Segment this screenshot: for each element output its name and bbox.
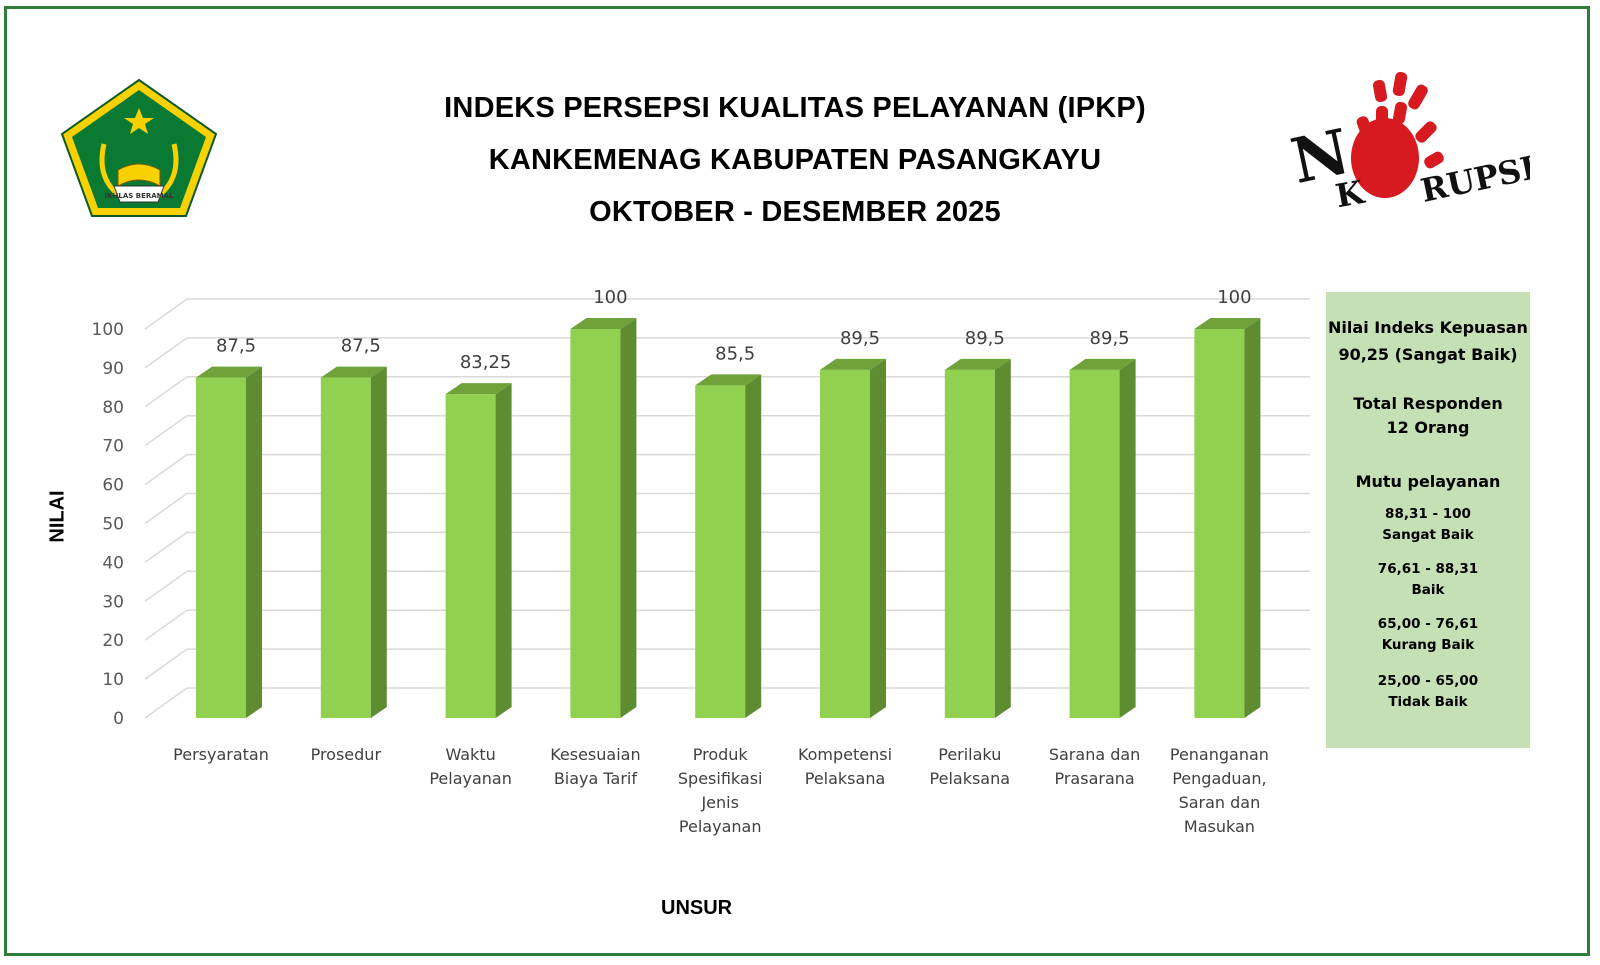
range-1-label: Sangat Baik — [1382, 527, 1474, 543]
chart-title: INDEKS PERSEPSI KUALITAS PELAYANAN (IPKP… — [280, 82, 1310, 238]
bar-top-7 — [1069, 358, 1136, 370]
bar-chart: 0 10 20 30 40 50 60 70 80 90 100 87,5 Persyaratan 87,… — [92, 287, 1310, 836]
x-tick-label-8: Penanganan Pengaduan, Saran dan Masukan — [1170, 745, 1269, 836]
grid-diagonal-7 — [144, 415, 188, 447]
bar-top-6 — [944, 358, 1011, 370]
x-tick-label-6: Perilaku Pelaksana — [930, 745, 1011, 788]
range-2-value: 76,61 - 88,31 — [1377, 561, 1479, 577]
y-tick-label: 0 — [113, 709, 124, 729]
y-tick-label: 100 — [92, 320, 124, 340]
grid-diagonal-5 — [144, 492, 188, 525]
range-3-label: Kurang Baik — [1381, 637, 1475, 653]
bar-top-0 — [196, 366, 262, 378]
bar-top-4 — [695, 374, 762, 386]
bar-top-8 — [1194, 318, 1261, 329]
x-tick-label-7: Sarana dan Prasarana — [1049, 745, 1140, 788]
data-label-6: 89,5 — [965, 328, 1005, 349]
emblem-ribbon-text: IKHLAS BERAMAL — [104, 192, 174, 200]
bar-3 — [570, 329, 621, 718]
y-tick-label: 40 — [102, 553, 124, 573]
bar-2 — [445, 394, 496, 718]
data-label-1: 87,5 — [341, 336, 381, 357]
grid-diagonal-1 — [144, 648, 188, 680]
bar-top-3 — [570, 318, 637, 329]
range-2-label: Baik — [1411, 582, 1445, 598]
data-label-2: 83,25 — [460, 352, 512, 373]
index-value: 90,25 (Sangat Baik) — [1338, 345, 1518, 364]
page-frame — [4, 6, 1590, 956]
bar-0 — [196, 377, 246, 718]
info-panel: Nilai Indeks Kepuasan 90,25 (Sangat Baik… — [1326, 292, 1530, 748]
title-line-1: INDEKS PERSEPSI KUALITAS PELAYANAN (IPKP… — [444, 92, 1146, 124]
x-tick-label-5: Kompetensi Pelaksana — [798, 745, 892, 788]
bar-4 — [695, 385, 746, 718]
title-line-2: KANKEMENAG KABUPATEN PASANGKAYU — [488, 144, 1102, 176]
grid-diagonal-6 — [144, 453, 188, 486]
bar-side-4 — [745, 374, 762, 718]
bar-side-5 — [870, 358, 886, 718]
range-4-label: Tidak Baik — [1388, 694, 1468, 710]
range-1-value: 88,31 - 100 — [1385, 506, 1471, 522]
y-tick-label: 70 — [102, 437, 124, 457]
bar-1 — [320, 377, 371, 718]
bar-side-0 — [246, 366, 262, 718]
bar-top-2 — [445, 383, 512, 395]
y-tick-label: 90 — [102, 359, 124, 379]
respondents-value: 12 Orang — [1386, 418, 1470, 437]
bar-side-2 — [495, 383, 512, 718]
x-tick-label-4: Produk Spesifikasi Jenis Pelayanan — [678, 745, 763, 836]
respondents-title: Total Responden — [1353, 394, 1503, 413]
y-tick-label: 10 — [102, 670, 124, 690]
no-korupsi-logo: N K RUPSI — [1290, 71, 1530, 215]
bar-top-5 — [820, 358, 886, 370]
kemenag-emblem-logo: IKHLAS BERAMAL — [60, 78, 218, 217]
y-tick-label: 50 — [102, 515, 124, 535]
quality-title: Mutu pelayanan — [1355, 472, 1501, 491]
title-line-3: OKTOBER - DESEMBER 2025 — [589, 196, 1001, 228]
data-label-4: 85,5 — [715, 343, 755, 364]
data-label-3: 100 — [593, 287, 627, 308]
range-3-value: 65,00 - 76,61 — [1377, 616, 1479, 632]
grid-diagonal-4 — [144, 531, 188, 564]
grid-diagonal-8 — [144, 376, 188, 408]
grid-diagonal-9 — [144, 337, 188, 369]
grid-diagonal-3 — [144, 570, 188, 602]
y-tick-label: 80 — [102, 398, 124, 418]
bar-7 — [1069, 369, 1120, 718]
bar-6 — [944, 369, 995, 718]
grid-diagonal-10 — [144, 298, 188, 330]
bar-8 — [1194, 329, 1245, 718]
bar-side-6 — [994, 358, 1011, 718]
bar-side-1 — [370, 366, 387, 718]
x-axis-title: UNSUR — [661, 897, 733, 919]
grid-diagonal-0 — [144, 687, 188, 719]
x-tick-label-3: Kesesuaian Biaya Tarif — [550, 745, 640, 788]
data-label-5: 89,5 — [840, 328, 880, 349]
bar-side-7 — [1119, 358, 1136, 718]
bar-side-8 — [1244, 318, 1261, 718]
y-tick-label: 20 — [102, 631, 124, 651]
y-tick-label: 30 — [102, 592, 124, 612]
x-tick-label-1: Prosedur — [311, 745, 382, 764]
bar-side-3 — [620, 318, 637, 718]
data-label-0: 87,5 — [216, 336, 256, 357]
x-tick-label-2: Waktu Pelayanan — [429, 745, 512, 788]
data-label-8: 100 — [1217, 287, 1251, 308]
grid-diagonal-2 — [144, 609, 188, 641]
range-4-value: 25,00 - 65,00 — [1377, 673, 1479, 689]
y-tick-label: 60 — [102, 476, 124, 496]
y-axis-title: NILAI — [46, 490, 69, 543]
data-label-7: 89,5 — [1090, 328, 1130, 349]
bar-top-1 — [320, 366, 387, 378]
bar-5 — [820, 369, 870, 718]
x-tick-label-0: Persyaratan — [173, 745, 269, 764]
index-title: Nilai Indeks Kepuasan — [1328, 318, 1528, 337]
